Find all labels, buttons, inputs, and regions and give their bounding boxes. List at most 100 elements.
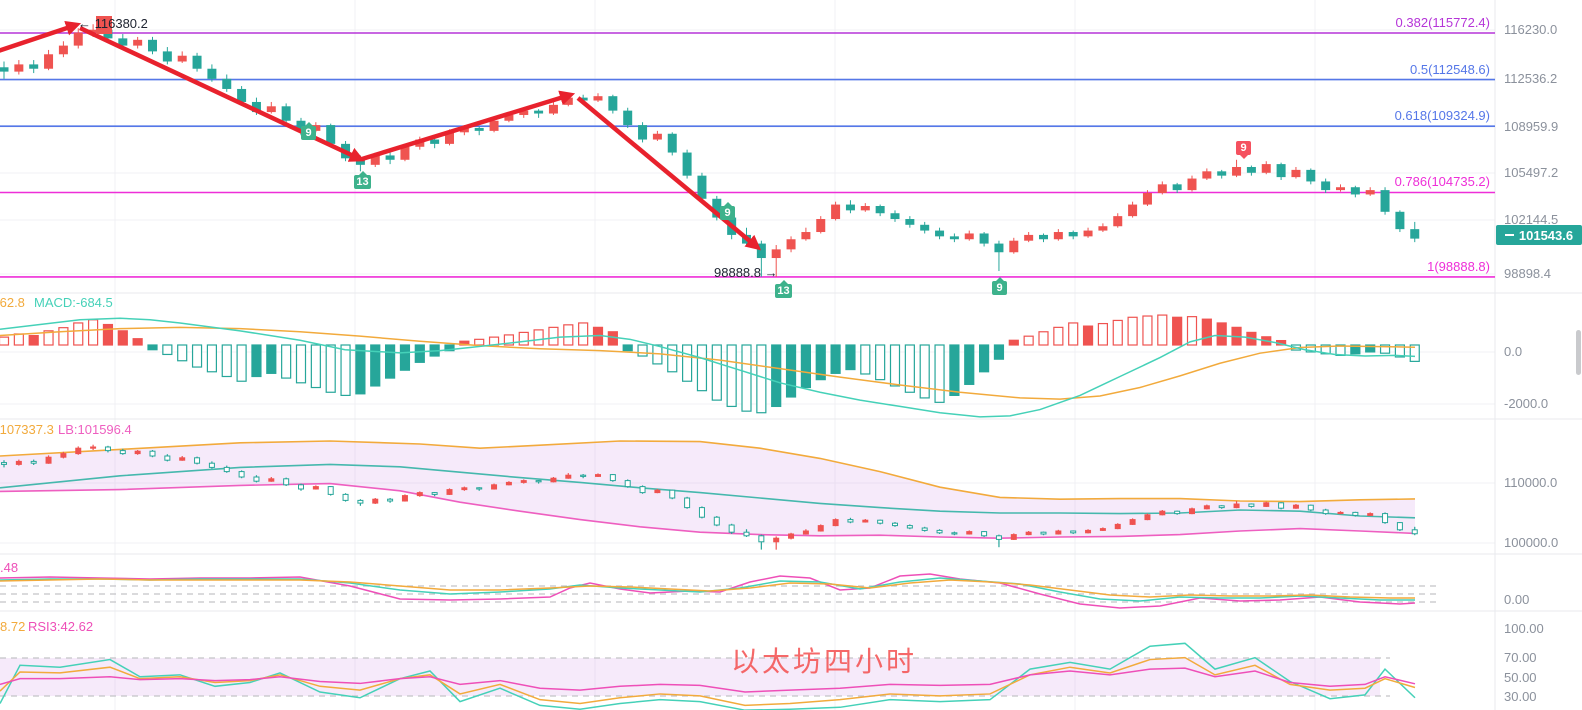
macd-hist-bar	[1305, 344, 1316, 353]
macd-hist-bar	[117, 330, 128, 346]
boll-mini-body	[1263, 502, 1270, 507]
boll-mid-line	[0, 463, 1416, 519]
boll-mini-body	[30, 460, 37, 464]
boll-mini-body	[1189, 508, 1195, 515]
macd-hist-bar	[1023, 335, 1034, 346]
candle-body	[504, 114, 514, 121]
macd-hist-bar	[949, 344, 960, 397]
candle-body	[1157, 184, 1167, 194]
candle-body	[652, 133, 662, 140]
boll-mini-body	[595, 474, 601, 477]
macd-hist-bar	[221, 344, 232, 378]
boll-mini-body	[45, 456, 52, 464]
macd-hist-bar	[1365, 344, 1376, 353]
boll-mini-body	[431, 492, 438, 495]
boll-mini-body	[847, 519, 854, 523]
macd-hist-bar	[399, 344, 411, 371]
macd-hist-bar	[177, 344, 188, 362]
candle-body	[905, 219, 915, 225]
boll-mini-body	[15, 460, 22, 465]
boll-mini-body	[892, 522, 898, 527]
boll-mini-body	[1248, 503, 1255, 507]
candle-body	[207, 68, 217, 79]
macd-hist-bar	[102, 323, 114, 346]
boll-mini-body	[1367, 513, 1374, 516]
boll-mini-body	[1352, 511, 1359, 516]
boll-mini-body	[1010, 534, 1017, 540]
candle-body	[44, 54, 54, 69]
candle-body	[266, 106, 276, 113]
candle-body	[964, 233, 974, 240]
candle-body	[1246, 166, 1256, 173]
candle-body	[1009, 240, 1019, 253]
candle-body	[296, 120, 306, 131]
candle-body	[1261, 164, 1271, 173]
candle-body	[623, 110, 633, 126]
candle-body	[816, 219, 826, 233]
boll-mini-body	[684, 497, 691, 509]
boll-mini-body	[1040, 531, 1047, 535]
macd-hist-bar	[0, 336, 10, 346]
boll-mini-body	[1337, 511, 1344, 515]
macd-hist-bar	[325, 344, 336, 393]
boll-mini-body	[580, 474, 587, 477]
boll-mini-body	[1, 462, 7, 465]
macd-hist-bar	[162, 344, 173, 356]
macd-hist-bar	[815, 344, 826, 381]
kdj-line	[0, 578, 1415, 599]
candle-body	[192, 55, 202, 69]
boll-mini-body	[1203, 505, 1210, 510]
macd-hist-bar	[800, 344, 812, 389]
candle-body	[281, 106, 291, 121]
macd-hist-bar	[860, 344, 871, 375]
boll-upper-line	[0, 440, 1416, 503]
boll-mini-body	[654, 489, 661, 494]
candle-body	[831, 204, 841, 220]
candle-body	[935, 230, 945, 237]
macd-hist-bar	[756, 344, 767, 414]
boll-mini-body	[164, 455, 171, 461]
boll-mini-body	[505, 481, 512, 486]
macd-hist-bar	[503, 334, 514, 346]
macd-hist-bar	[1068, 322, 1079, 346]
candle-body	[1321, 181, 1331, 191]
macd-hist-bar	[518, 331, 529, 346]
macd-hist-bar	[607, 331, 618, 346]
boll-mini-body	[1129, 519, 1136, 525]
macd-hist-bar	[1127, 316, 1138, 346]
boll-mini-body	[283, 478, 290, 486]
rsi-line	[0, 667, 1416, 693]
boll-mini-body	[520, 480, 527, 483]
boll-mini-body	[817, 525, 824, 532]
macd-hist-bar	[251, 344, 262, 378]
candle-body	[88, 29, 98, 33]
macd-hist-bar	[889, 344, 901, 387]
candle-body	[608, 96, 618, 111]
boll-mini-body	[936, 529, 943, 534]
boll-mini-body	[1099, 528, 1106, 531]
candle-body	[801, 232, 811, 240]
macd-hist-bar	[385, 344, 396, 379]
macd-hist-bar	[73, 322, 84, 346]
macd-hist-bar	[13, 333, 24, 346]
macd-hist-bar	[1008, 339, 1019, 346]
macd-hist-bar	[43, 330, 54, 346]
boll-mini-body	[698, 507, 705, 518]
boll-mini-body	[713, 516, 720, 526]
boll-mini-body	[1307, 504, 1314, 511]
macd-hist-bar	[1350, 344, 1361, 355]
boll-mini-body	[995, 535, 1002, 540]
boll-mini-body	[1233, 503, 1240, 509]
boll-mini-body	[1411, 529, 1418, 535]
candle-body	[638, 125, 648, 140]
boll-mini-body	[491, 484, 498, 490]
candle-body	[222, 78, 232, 89]
candle-body	[1202, 171, 1212, 179]
candle-body	[1113, 216, 1123, 227]
boll-mini-body	[476, 487, 483, 490]
trend-arrow	[0, 20, 82, 53]
candle-body	[445, 132, 454, 144]
macd-hist-bar	[548, 326, 559, 346]
boll-mini-body	[1070, 530, 1077, 534]
